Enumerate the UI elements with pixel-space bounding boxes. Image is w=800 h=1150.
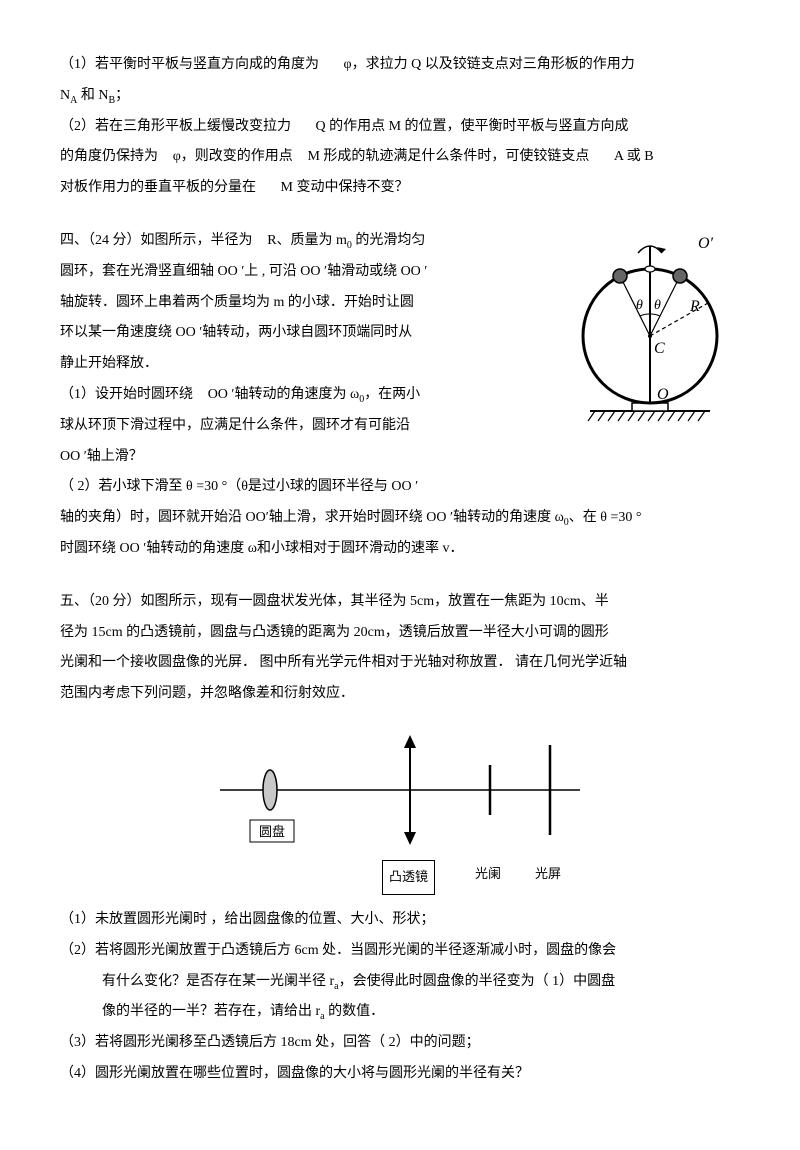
text: 的光滑均匀 [352,233,426,248]
text: OO ′轴转动的角速度为 ω [208,387,360,402]
q3-part1-line2: NA 和 NB； [60,81,740,112]
text: 有什么变化？是否存在某一光阑半径 r [102,974,334,989]
text: （2）若在三角形平板上缓慢改变拉力 [60,119,291,134]
optics-labels-row: 凸透镜 光阑 光屏 [190,860,610,890]
text: ，会使得此时圆盘像的半径变为（ 1）中圆盘 [339,974,616,989]
q5-p2c: 像的半径的一半？若存在，请给出 ra 的数值． [60,997,740,1028]
label-C: C [654,340,665,357]
q5-p2b: 有什么变化？是否存在某一光阑半径 ra，会使得此时圆盘像的半径变为（ 1）中圆盘 [60,967,740,998]
text: R、质量为 m [267,233,347,248]
text: N [60,88,70,103]
label-O-prime: O′ [698,235,714,252]
q3-part2-line1: （2）若在三角形平板上缓慢改变拉力 Q 的作用点 M 的位置，使平衡时平板与竖直… [60,112,740,143]
label-disk: 圆盘 [259,824,285,839]
q4-line11: 时圆环绕 OO ′轴转动的角速度 ω和小球相对于圆环滑动的速率 v． [60,534,740,565]
q3-part2-line2: 的角度仍保持为 φ，则改变的作用点 M 形成的轨迹满足什么条件时，可使铰链支点 … [60,142,740,173]
q4-line9: （ 2）若小球下滑至 θ =30 °（θ是过小球的圆环半径与 OO ′ [60,472,740,503]
text: 轴的夹角）时，圆环就开始沿 OO′轴上滑，求开始时圆环绕 OO ′轴转动的角速度… [60,510,564,525]
optics-figure: 圆盘 凸透镜 光阑 光屏 [60,720,740,890]
label-aperture: 光阑 [475,860,501,889]
text: 像的半径的一半？若存在，请给出 r [102,1004,320,1019]
optics-svg: 圆盘 [190,720,610,860]
text: 的角度仍保持为 [60,149,158,164]
text: Q 的作用点 M 的位置，使平衡时平板与竖直方向成 [316,119,629,134]
question-3-continuation: （1）若平衡时平板与竖直方向成的角度为 φ，求拉力 Q 以及铰链支点对三角形板的… [60,50,740,204]
text: 、在 θ =30 ° [569,510,642,525]
q5-p4: （4）圆形光阑放置在哪些位置时，圆盘像的大小将与圆形光阑的半径有关？ [60,1059,740,1090]
text: 四、（24 分）如图所示，半径为 [60,233,253,248]
label-theta-right: θ [654,298,661,313]
q5-p1: （1）未放置圆形光阑时 ，给出圆盘像的位置、大小、形状； [60,905,740,936]
q5-line4: 范围内考虑下列问题，并忽略像差和衍射效应． [60,679,740,710]
text: （1）若平衡时平板与竖直方向成的角度为 [60,57,319,72]
label-lens: 凸透镜 [382,860,435,895]
q3-part2-line3: 对板作用力的垂直平板的分量在 M 变动中保持不变？ [60,173,740,204]
ring-svg: O′ θ θ R C O [560,231,740,431]
text: ； [115,88,129,103]
q5-line3: 光阑和一个接收圆盘像的光屏． 图中所有光学元件相对于光轴对称放置． 请在几何光学… [60,648,740,679]
q5-line1: 五、（20 分）如图所示，现有一圆盘状发光体，其半径为 5cm，放置在一焦距为 … [60,587,740,618]
text: φ，求拉力 Q 以及铰链支点对三角形板的作用力 [344,57,635,72]
label-theta-left: θ [636,298,643,313]
ring-figure: O′ θ θ R C O [560,231,740,431]
question-5: 五、（20 分）如图所示，现有一圆盘状发光体，其半径为 5cm，放置在一焦距为 … [60,587,740,1090]
text: M 变动中保持不变？ [281,180,409,195]
q3-part1-line1: （1）若平衡时平板与竖直方向成的角度为 φ，求拉力 Q 以及铰链支点对三角形板的… [60,50,740,81]
text: A 或 B [614,149,654,164]
q5-line2: 径为 15cm 的凸透镜前，圆盘与凸透镜的距离为 20cm，透镜后放置一半径大小… [60,618,740,649]
label-screen: 光屏 [535,860,561,889]
q5-p3: （3）若将圆形光阑移至凸透镜后方 18cm 处，回答（ 2）中的问题； [60,1028,740,1059]
label-R: R [689,298,700,315]
q5-p2a: （2）若将圆形光阑放置于凸透镜后方 6cm 处．当圆形光阑的半径逐渐减小时，圆盘… [60,936,740,967]
text: （1）设开始时圆环绕 [60,387,193,402]
text: 的数值． [325,1004,385,1019]
text: 对板作用力的垂直平板的分量在 [60,180,256,195]
q4-line10: 轴的夹角）时，圆环就开始沿 OO′轴上滑，求开始时圆环绕 OO ′轴转动的角速度… [60,503,740,534]
text: M 形成的轨迹满足什么条件时，可使铰链支点 [307,149,589,164]
text: 和 N [77,88,108,103]
question-4: O′ θ θ R C O 四、（24 分）如图所示，半径为 R、质量为 m0 的… [60,226,740,565]
q4-line8: OO ′轴上滑？ [60,442,740,473]
text: φ，则改变的作用点 [173,149,293,164]
text: ，在两小 [364,387,420,402]
label-O: O [657,386,669,403]
